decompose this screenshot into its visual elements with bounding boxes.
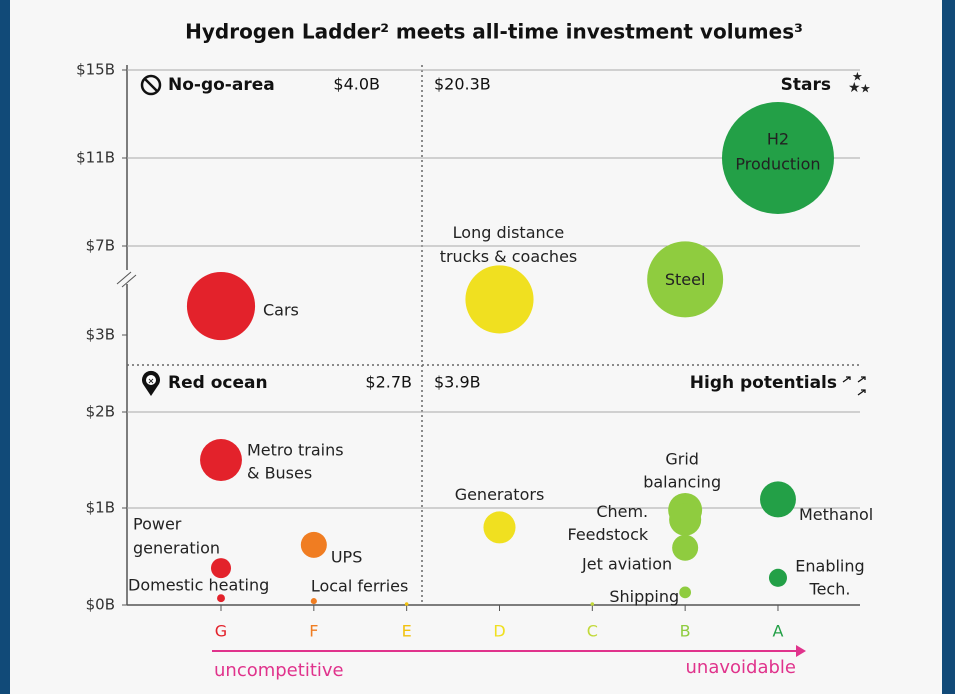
bubble-label: generation — [133, 539, 220, 558]
x-tick-label: B — [680, 622, 691, 641]
bubble — [404, 602, 409, 606]
y-tick-label: $0B — [86, 596, 115, 614]
bubble — [465, 265, 534, 334]
x-tick-label: E — [402, 622, 412, 641]
bubble-label: Long distance — [453, 223, 565, 242]
y-tick-label: $15B — [76, 61, 115, 79]
bubble — [483, 511, 516, 544]
axis-break — [116, 270, 137, 288]
x-tick-label: F — [309, 622, 318, 641]
bubble-label: Jet aviation — [581, 554, 672, 573]
x-tick-label: A — [773, 622, 784, 641]
bubble-label: Steel — [665, 270, 706, 289]
quadrant-total: $20.3B — [434, 75, 491, 94]
no-go-icon — [140, 74, 162, 96]
y-tick-label: $3B — [86, 326, 115, 344]
bubble — [672, 534, 699, 561]
bubble — [310, 598, 317, 605]
red-ocean-icon: × — [142, 370, 161, 396]
bubble — [647, 241, 724, 318]
bubble-label: Shipping — [609, 587, 679, 606]
stars-icon: ★ ★★ — [848, 70, 871, 97]
svg-text:★: ★ — [848, 80, 861, 96]
x-tick-label: D — [493, 622, 505, 641]
bubble — [760, 481, 796, 518]
bubble-label: Feedstock — [568, 525, 649, 544]
x-tick-label: G — [215, 622, 227, 641]
bubble-label: trucks & coaches — [440, 247, 578, 266]
svg-text:★: ★ — [860, 82, 871, 96]
bubble-label: H2 — [767, 130, 789, 149]
bubble-label: Enabling — [795, 556, 864, 575]
x-right-label: unavoidable — [686, 657, 796, 678]
growth-icon — [842, 376, 866, 396]
bubble — [200, 439, 242, 481]
quadrant-total: $2.7B — [365, 373, 412, 392]
x-tick-label: C — [587, 622, 598, 641]
arrow-head — [796, 645, 806, 657]
bubble-label: Chem. — [596, 502, 648, 521]
quadrant-label: High potentials — [690, 373, 837, 393]
quadrant-total: $4.0B — [333, 75, 380, 94]
svg-text:★: ★ — [852, 70, 863, 84]
bubble-label: Generators — [455, 485, 545, 504]
chart-title: Hydrogen Ladder² meets all-time investme… — [185, 20, 803, 44]
quadrant-label: Stars — [781, 75, 831, 95]
y-tick-label: $7B — [86, 237, 115, 255]
bubble — [669, 503, 702, 536]
bubble — [679, 586, 692, 599]
quadrant-label: Red ocean — [168, 373, 268, 393]
quadrant-total: $3.9B — [434, 373, 481, 392]
quadrant-label: No-go-area — [168, 75, 275, 95]
y-tick-label: $1B — [86, 499, 115, 517]
bubble-label: Domestic heating — [128, 576, 269, 595]
bubble-label: Methanol — [799, 505, 873, 524]
bubble-label: Production — [735, 155, 820, 174]
bubble — [590, 602, 595, 606]
bubble-label: Power — [133, 515, 182, 534]
bubble-label: Metro trains — [247, 441, 344, 460]
y-tick-label: $2B — [86, 403, 115, 421]
bubble-label: Local ferries — [311, 577, 409, 596]
svg-text:×: × — [148, 377, 155, 386]
y-tick-label: $11B — [76, 149, 115, 167]
bubble — [217, 594, 225, 603]
bubble — [210, 558, 232, 579]
bubble — [721, 102, 834, 214]
bubble-label: & Buses — [247, 464, 312, 483]
bubble — [300, 531, 327, 558]
bubble-label: Tech. — [809, 579, 851, 598]
bubble-label: Grid — [665, 449, 699, 468]
bubble-label: balancing — [643, 472, 721, 491]
bubble-label: UPS — [331, 547, 363, 566]
bubble — [768, 568, 788, 587]
bubble-label: Cars — [263, 301, 299, 320]
bubble — [186, 272, 256, 341]
x-left-label: uncompetitive — [214, 660, 344, 681]
